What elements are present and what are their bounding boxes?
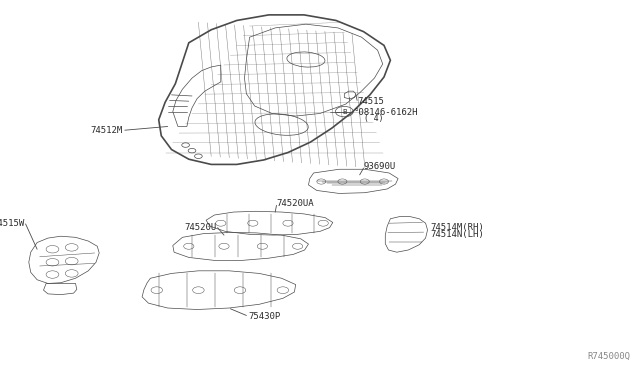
Text: 75430P: 75430P bbox=[248, 312, 280, 321]
Text: 74515: 74515 bbox=[357, 97, 384, 106]
Text: B: B bbox=[342, 109, 347, 115]
Text: ( 4): ( 4) bbox=[364, 114, 383, 123]
Text: 74512M: 74512M bbox=[91, 126, 123, 135]
Text: 74520UA: 74520UA bbox=[276, 199, 314, 208]
Text: R745000Q: R745000Q bbox=[588, 352, 630, 361]
Text: 93690U: 93690U bbox=[364, 162, 396, 171]
Text: 74514N(LH): 74514N(LH) bbox=[430, 230, 484, 239]
Text: 74520U: 74520U bbox=[184, 223, 216, 232]
Text: 74515W: 74515W bbox=[0, 219, 24, 228]
Text: 74514M(RH): 74514M(RH) bbox=[430, 223, 484, 232]
Text: °08146-6162H: °08146-6162H bbox=[354, 108, 419, 117]
